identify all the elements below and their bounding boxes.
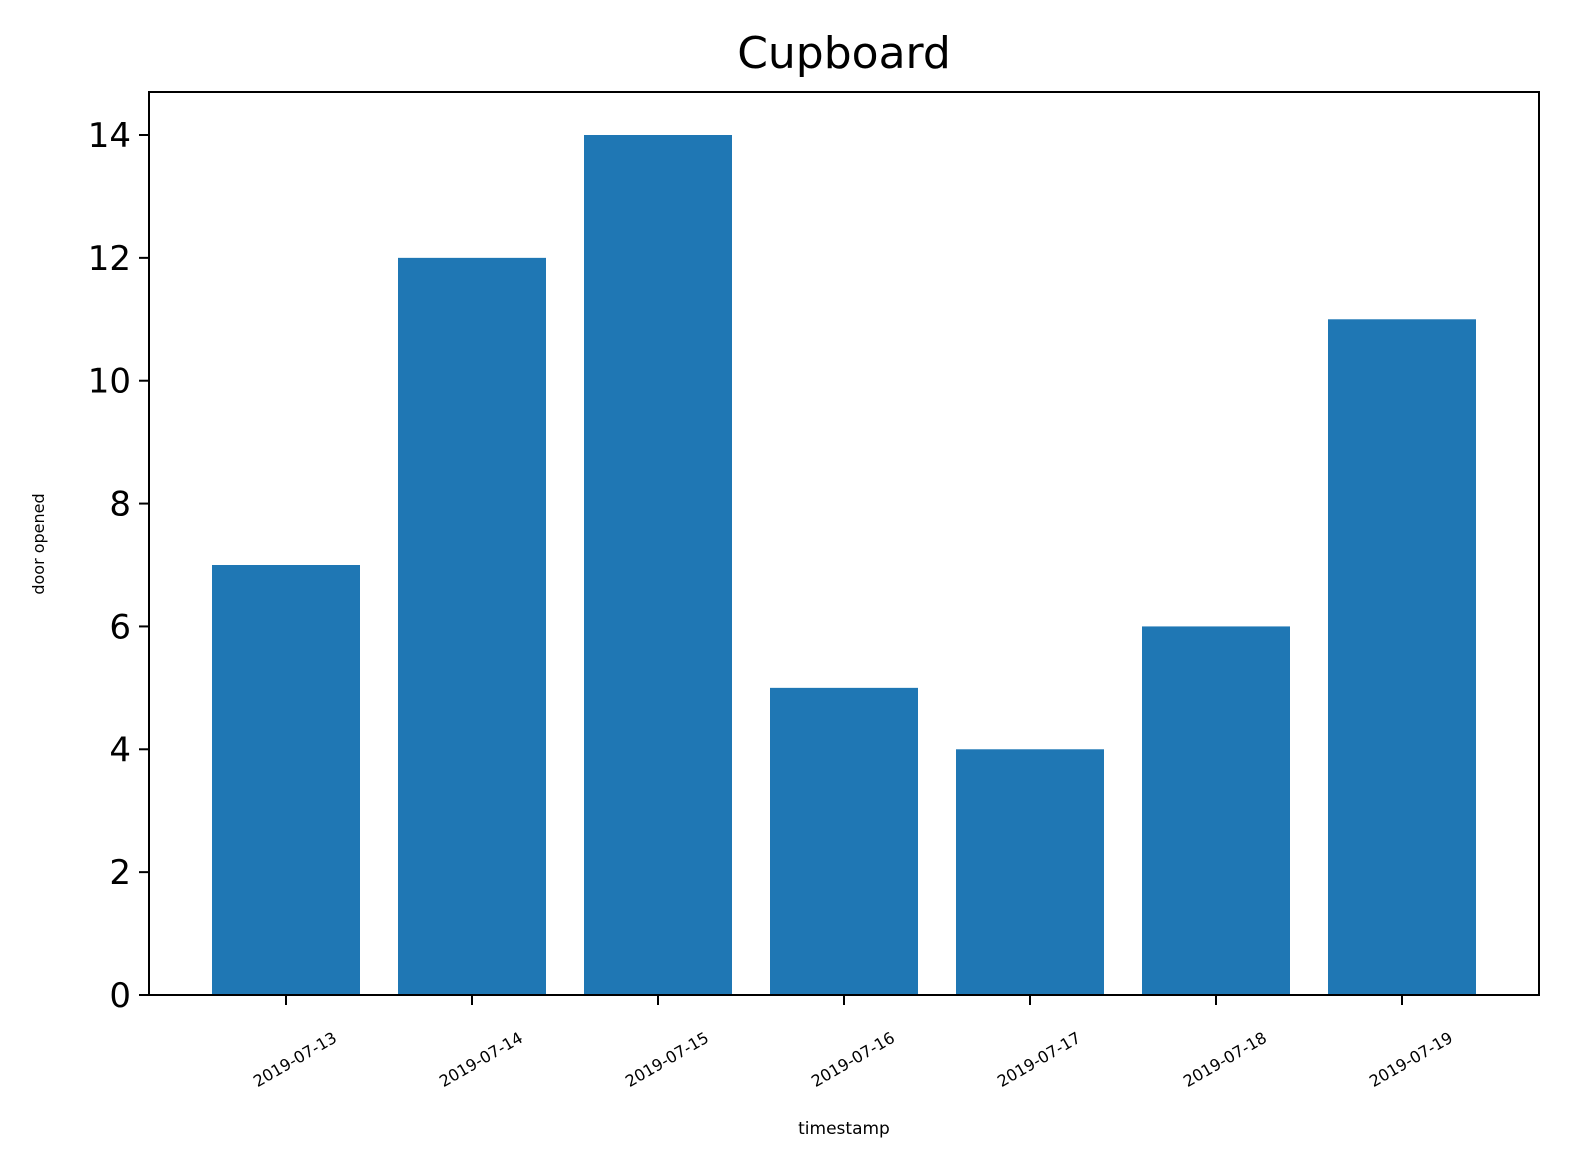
y-tick-label: 4: [109, 730, 131, 770]
y-axis-ticks: 0 2 4 6 8 10 12 14: [88, 116, 149, 1016]
bar-2019-07-13: [212, 565, 360, 995]
plot-frame: [148, 91, 1540, 996]
bar-2019-07-14: [398, 257, 546, 995]
bar-2019-07-16: [770, 687, 918, 995]
y-tick-label: 10: [88, 362, 131, 402]
bar-2019-07-17: [956, 749, 1104, 995]
y-tick-label: 14: [88, 116, 131, 156]
bar-2019-07-15: [584, 135, 732, 995]
y-tick-label: 2: [109, 853, 131, 893]
y-tick-label: 6: [109, 607, 131, 647]
y-axis-label: door opened: [29, 493, 48, 594]
bar-2019-07-19: [1328, 319, 1476, 995]
chart-title: Cupboard: [737, 28, 951, 79]
y-tick-label: 8: [109, 485, 131, 525]
y-tick-label: 12: [88, 239, 131, 279]
bar-2019-07-18: [1142, 626, 1290, 995]
x-axis-label: timestamp: [798, 1119, 890, 1139]
y-tick-label: 0: [109, 976, 131, 1016]
bars-group: [212, 135, 1476, 995]
